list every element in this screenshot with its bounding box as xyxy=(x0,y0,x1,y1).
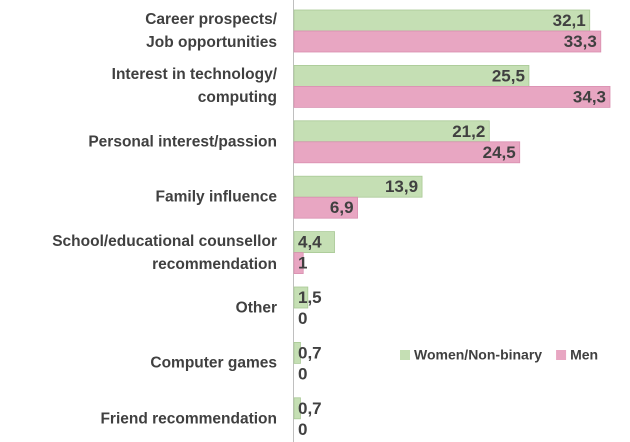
value-label: 0,7 xyxy=(298,399,322,418)
category-label: Career prospects/ Job opportunities xyxy=(145,11,277,51)
value-label: 0 xyxy=(298,420,307,439)
value-label: 32,1 xyxy=(553,11,586,30)
bar xyxy=(293,86,611,108)
bar xyxy=(293,286,309,309)
value-label: 21,2 xyxy=(452,122,485,141)
category-label: Other xyxy=(235,299,277,317)
category-label: Friend recommendation xyxy=(100,410,277,428)
value-label: 33,3 xyxy=(564,32,597,51)
value-label: 1 xyxy=(298,254,307,273)
legend-label: Women/Non-binary xyxy=(414,347,542,363)
value-label: 0 xyxy=(298,309,307,328)
value-label: 25,5 xyxy=(492,66,525,85)
category-label: Interest in technology/ computing xyxy=(111,66,277,107)
value-label: 1,5 xyxy=(298,288,322,307)
category-label: Computer games xyxy=(150,354,277,372)
bar xyxy=(293,175,423,198)
category-label: Personal interest/passion xyxy=(88,133,277,151)
value-label: 24,5 xyxy=(483,143,516,162)
value-label: 34,3 xyxy=(573,87,606,106)
legend-swatch xyxy=(400,350,410,360)
legend-label: Men xyxy=(570,347,598,363)
category-label: Family influence xyxy=(155,188,277,206)
category-label: School/educational counsellor recommenda… xyxy=(52,232,277,273)
value-label: 0,7 xyxy=(298,343,322,362)
bar xyxy=(293,231,335,254)
value-label: 13,9 xyxy=(385,177,418,196)
value-label: 4,4 xyxy=(298,233,322,252)
bar xyxy=(293,196,358,219)
bar xyxy=(293,30,602,53)
bar xyxy=(293,141,521,164)
value-label: 6,9 xyxy=(330,198,354,217)
bar xyxy=(293,9,591,32)
bar xyxy=(293,397,301,420)
bar xyxy=(293,341,301,364)
value-label: 0 xyxy=(298,364,307,383)
bar xyxy=(293,252,304,275)
legend-swatch xyxy=(556,350,567,360)
